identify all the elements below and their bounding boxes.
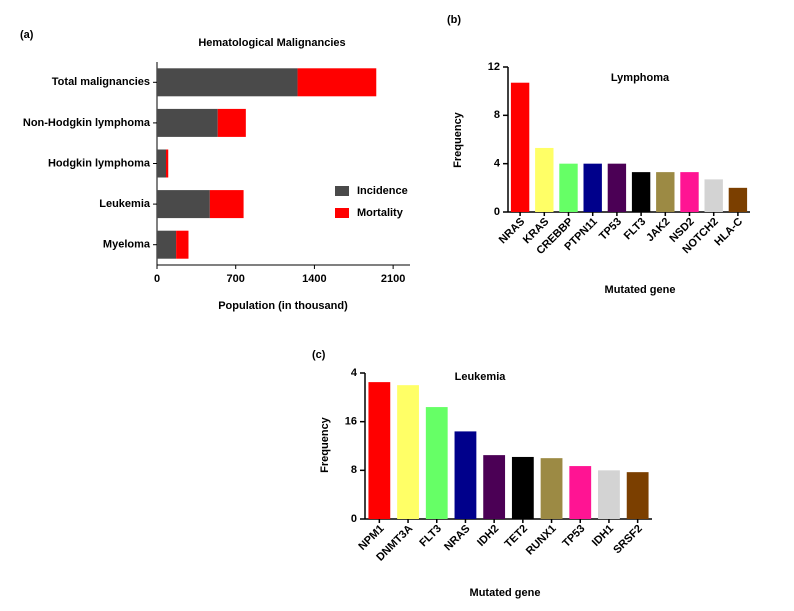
- x-tick-label: FLT3: [622, 216, 648, 242]
- chart-title: Lymphoma: [611, 72, 670, 84]
- x-tick-label: 0: [154, 273, 160, 285]
- bar: [559, 163, 578, 212]
- bar-segment: [157, 68, 298, 97]
- x-tick-label: JAK2: [644, 216, 672, 244]
- x-tick-label: FLT3: [417, 523, 443, 549]
- bar-segment: [165, 149, 169, 178]
- y-axis-label: Frequency: [452, 111, 464, 168]
- legend-swatch: [335, 186, 349, 196]
- panel-label: (b): [447, 14, 461, 26]
- x-tick-label: 2100: [381, 273, 405, 285]
- y-axis-label: Frequency: [319, 416, 331, 473]
- legend-label: Mortality: [357, 207, 404, 219]
- x-tick-label: 1400: [302, 273, 326, 285]
- bar-segment: [157, 108, 218, 137]
- legend-swatch: [335, 208, 349, 218]
- x-tick-label: NRAS: [497, 216, 528, 247]
- y-tick-label: 8: [494, 109, 500, 121]
- panel-label: (a): [20, 29, 34, 41]
- chart-title: Hematological Malignancies: [198, 37, 345, 49]
- bar-segment: [209, 190, 244, 219]
- x-tick-label: NRAS: [442, 523, 473, 554]
- bar: [483, 455, 506, 519]
- bar-segment: [157, 149, 166, 178]
- legend-label: Incidence: [357, 185, 408, 197]
- bar: [425, 407, 448, 519]
- x-tick-label: RUNX1: [524, 523, 559, 558]
- bar: [397, 385, 419, 519]
- y-tick-label: 16: [345, 416, 357, 428]
- y-tick-label: Myeloma: [103, 239, 151, 251]
- x-tick-label: SRSF2: [611, 523, 645, 557]
- x-axis-label: Mutated gene: [470, 587, 541, 599]
- y-tick-label: Leukemia: [99, 198, 151, 210]
- y-tick-label: 12: [488, 61, 500, 73]
- x-axis-label: Population (in thousand): [218, 300, 348, 312]
- bar: [728, 187, 748, 212]
- bar-segment: [297, 68, 377, 97]
- x-axis-label: Mutated gene: [605, 284, 676, 296]
- y-tick-label: Non-Hodgkin lymphoma: [23, 117, 151, 129]
- bar: [631, 172, 651, 212]
- y-tick-label: Hodgkin lymphoma: [48, 157, 151, 169]
- y-tick-label: 8: [351, 464, 357, 476]
- x-tick-label: 700: [227, 273, 245, 285]
- y-tick-label: 0: [494, 206, 500, 218]
- y-tick-label: 0: [351, 513, 357, 525]
- y-tick-label: 4: [351, 367, 358, 379]
- bar-segment: [157, 190, 210, 219]
- x-tick-label: IDH1: [590, 523, 616, 549]
- bar: [626, 472, 649, 519]
- bar: [510, 82, 530, 212]
- bar: [656, 172, 675, 212]
- bar: [368, 382, 391, 519]
- bar-segment: [217, 108, 246, 137]
- chart-title: Leukemia: [455, 371, 507, 383]
- bar-segment: [157, 230, 177, 259]
- y-tick-label: 4: [494, 158, 501, 170]
- bar: [569, 466, 592, 519]
- bar: [540, 458, 563, 519]
- x-tick-label: HLA-C: [712, 216, 745, 249]
- bar: [598, 470, 620, 519]
- x-tick-label: TP53: [597, 216, 624, 243]
- x-tick-label: IDH2: [475, 523, 501, 549]
- y-tick-label: Total malignancies: [52, 76, 150, 88]
- bar: [511, 456, 534, 519]
- bar: [535, 147, 554, 212]
- panel-label: (c): [312, 349, 326, 361]
- bar: [704, 179, 723, 212]
- bar: [607, 163, 627, 212]
- bar: [454, 431, 477, 519]
- bar: [680, 172, 699, 212]
- bar-segment: [176, 230, 189, 259]
- x-tick-label: TP53: [560, 523, 587, 550]
- bar: [583, 163, 602, 212]
